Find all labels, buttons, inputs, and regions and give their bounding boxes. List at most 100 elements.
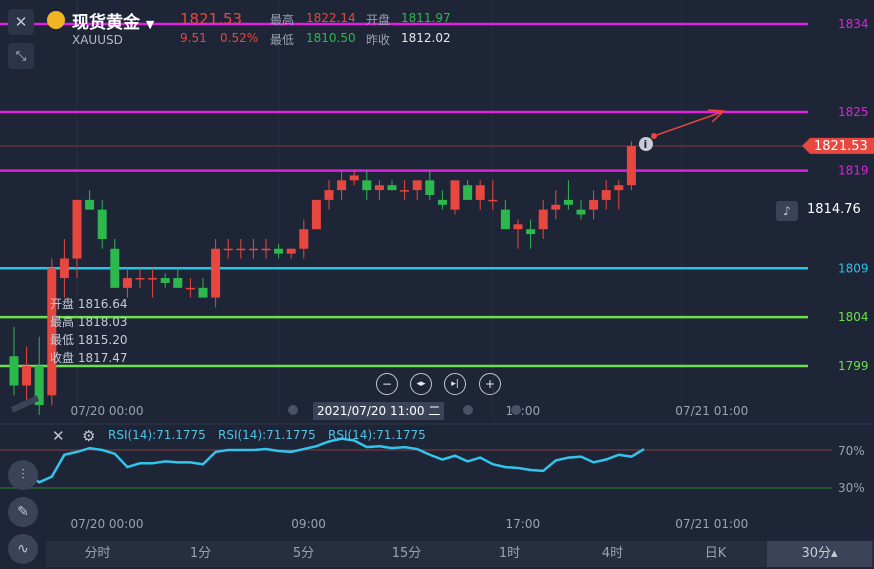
tab-fenshi[interactable]: 分时 xyxy=(84,546,111,561)
rsi-level-30: 30% xyxy=(838,481,865,495)
line-tool-icon[interactable]: ∿ xyxy=(8,534,38,564)
scroll-end-button[interactable]: ▸| xyxy=(444,373,466,395)
rsi-x-tick-label: 07/20 00:00 xyxy=(71,517,144,531)
info-icon-glyph: i xyxy=(644,138,648,151)
close-rsi-icon[interactable]: ✕ xyxy=(52,427,65,445)
instrument-title[interactable]: 现货黄金 ▼ xyxy=(72,8,154,33)
last-price-tag xyxy=(802,137,874,154)
level-label: 1825 xyxy=(838,105,869,119)
horizontal-levels[interactable]: 1834 1825 1819 1809 1804 1799 xyxy=(0,15,874,375)
high-label: 最高 xyxy=(270,13,295,27)
tab-1h[interactable]: 1时 xyxy=(498,546,521,561)
tab-30min[interactable]: 30分▴ xyxy=(767,541,872,567)
ohlc-low: 最低 1815.20 xyxy=(50,333,128,347)
candle-body xyxy=(299,229,309,249)
level-label: 1799 xyxy=(838,359,869,373)
candle-body xyxy=(463,185,473,200)
level-label: 1819 xyxy=(838,164,869,178)
rsi-label: RSI(14):71.1775 xyxy=(218,428,316,442)
collapse-icon[interactable]: ⤡ xyxy=(8,43,34,69)
x-tick-label: 17:00 xyxy=(506,404,541,418)
rsi-x-tick-label: 07/21 01:00 xyxy=(675,517,748,531)
candle-body xyxy=(59,258,69,279)
rsi-label: RSI(14):71.1775 xyxy=(328,428,426,442)
tab-4h[interactable]: 4时 xyxy=(601,546,624,561)
settings-icon[interactable]: ⚙ xyxy=(82,427,96,445)
candles xyxy=(9,141,636,415)
candle-body xyxy=(236,248,246,251)
timeframe-bar xyxy=(46,541,874,567)
x-tick-label: 07/20 00:00 xyxy=(71,404,144,418)
candle-body xyxy=(148,278,158,280)
candle-body xyxy=(110,248,120,288)
candle-body xyxy=(85,199,95,210)
candle-body xyxy=(626,146,636,186)
scroll-handle xyxy=(288,405,298,415)
candle-body xyxy=(589,199,599,210)
gold-logo-icon xyxy=(47,11,65,29)
last-price-label: 1821.53 xyxy=(814,139,868,154)
close-icon[interactable]: ✕ xyxy=(8,9,34,35)
candle-body xyxy=(437,199,447,205)
candle-body xyxy=(513,224,523,230)
candle-body xyxy=(576,209,586,215)
scroll-handle xyxy=(463,405,473,415)
candle-body xyxy=(362,180,372,191)
level-tag-bg xyxy=(808,161,874,180)
chevron-down-icon: ▼ xyxy=(145,18,155,31)
level-tag-bg xyxy=(808,308,874,327)
candle-body xyxy=(173,278,183,288)
level-tag-bg xyxy=(808,259,874,278)
level-label: 1804 xyxy=(838,310,869,324)
crosshair-price: 1814.76 xyxy=(807,202,861,217)
tab-15min[interactable]: 15分 xyxy=(391,546,422,561)
rsi-line xyxy=(13,437,645,484)
ohlc-close: 收盘 1817.47 xyxy=(50,351,128,365)
prev-close-value: 1812.02 xyxy=(401,31,451,45)
price-change-pct: 0.52% xyxy=(220,31,259,45)
candle-body xyxy=(400,190,410,192)
level-tag-bg xyxy=(808,15,874,33)
grid xyxy=(0,145,808,147)
ohlc-open: 开盘 1816.64 xyxy=(50,297,128,311)
candle-body xyxy=(563,199,573,205)
high-value: 1822.14 xyxy=(306,11,356,25)
candle-body xyxy=(72,199,82,259)
scroll-start-button[interactable]: ◂▸ xyxy=(410,373,432,395)
candle-body xyxy=(349,175,359,181)
candle-body xyxy=(450,180,460,210)
candle-body xyxy=(488,199,498,202)
candle-body xyxy=(223,248,233,251)
info-icon xyxy=(639,137,653,151)
candle-body xyxy=(500,209,510,230)
candle-body xyxy=(9,356,19,386)
candle-body xyxy=(160,278,170,283)
bell-icon[interactable]: ♪ xyxy=(776,201,798,221)
candle-body xyxy=(248,248,258,251)
candle-body xyxy=(374,185,384,191)
zoom-out-button[interactable]: − xyxy=(376,373,398,395)
instrument-name: 现货黄金 xyxy=(72,13,140,33)
tab-1min[interactable]: 1分 xyxy=(189,546,212,561)
indicator-icon[interactable]: ⫶ xyxy=(8,460,38,490)
candle-body xyxy=(614,185,624,191)
candle-body xyxy=(261,248,271,251)
tab-5min[interactable]: 5分 xyxy=(292,546,315,561)
trend-arrow xyxy=(653,111,723,137)
annotations[interactable]: 1821.53 i xyxy=(10,109,874,415)
candle-body xyxy=(97,209,107,239)
candle-body xyxy=(337,180,347,191)
pen-icon[interactable]: ✎ xyxy=(8,497,38,527)
candle-body xyxy=(425,180,435,195)
candle-body xyxy=(135,278,145,280)
level-tag-bg xyxy=(808,357,874,375)
candle-body xyxy=(185,287,195,290)
candle-body xyxy=(274,248,284,254)
scroll-handle xyxy=(511,405,521,415)
tab-day[interactable]: 日K xyxy=(704,546,727,561)
candle-body xyxy=(551,204,561,210)
low-label: 最低 xyxy=(270,33,295,47)
rsi-label: RSI(14):71.1775 xyxy=(108,428,206,442)
zoom-in-button[interactable]: + xyxy=(479,373,501,395)
